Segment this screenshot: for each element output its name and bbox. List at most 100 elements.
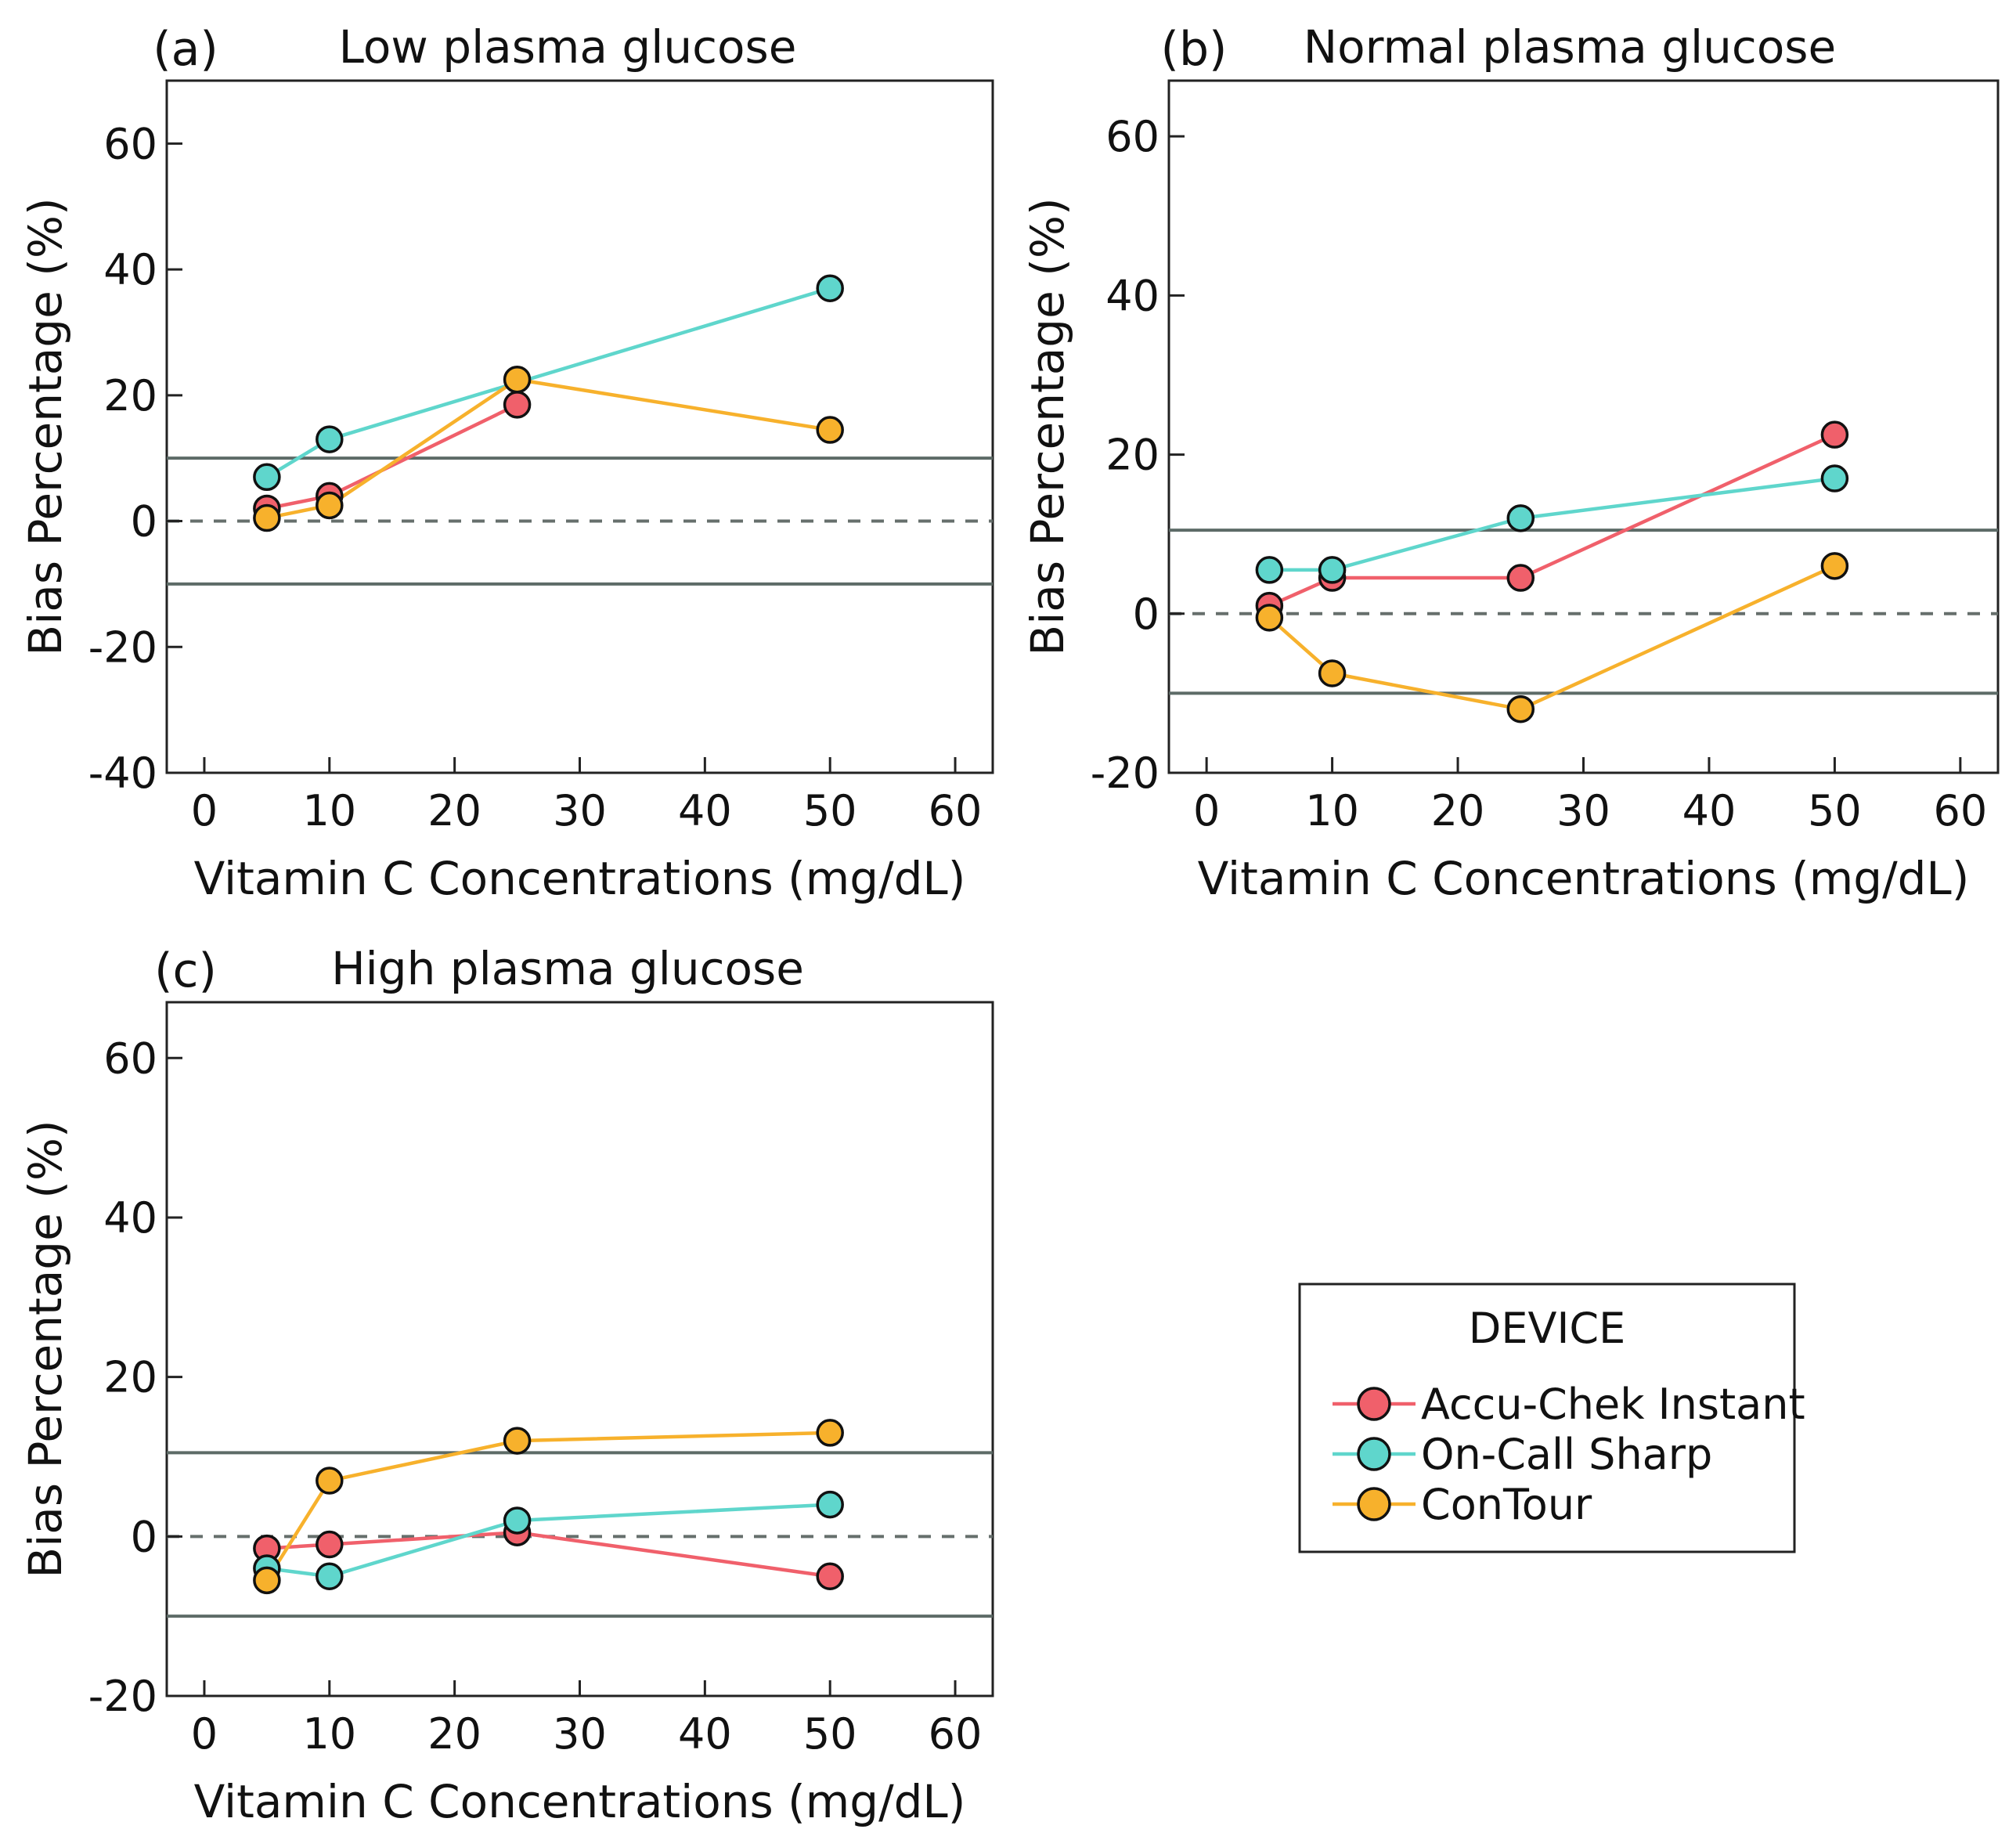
x-axis-label: Vitamin C Concentrations (mg/dL)	[194, 1775, 966, 1828]
panel-a: 0 10 20 30 40 50 60 -40 -20 0 20 40 60 Vitamin C Conc…	[19, 20, 994, 905]
y-axis-label: Bias Percentage (%)	[1021, 197, 1074, 655]
x-tick-label: 30	[553, 1709, 607, 1759]
data-point	[316, 425, 344, 453]
panel-letter: (a)	[153, 22, 218, 77]
x-tick-label: 40	[1682, 786, 1737, 835]
x-tick-label: 10	[302, 1709, 356, 1759]
data-point	[816, 416, 844, 444]
series-line	[266, 1503, 831, 1578]
plot-frame	[165, 79, 994, 774]
y-tick-label: 40	[103, 245, 157, 294]
x-tick-label: 50	[803, 786, 857, 835]
y-tick-label: 20	[103, 1353, 157, 1402]
data-point	[816, 1562, 844, 1590]
x-tick-label: 20	[427, 1709, 481, 1759]
data-point	[316, 1562, 344, 1590]
legend-label: On-Call Sharp	[1421, 1430, 1712, 1479]
legend-title: DEVICE	[1469, 1304, 1625, 1353]
x-tick-label: 60	[929, 786, 983, 835]
x-tick-label: 60	[929, 1709, 983, 1759]
plot-frame	[165, 1001, 994, 1697]
y-tick-label: -20	[88, 622, 157, 672]
legend-label: Accu-Chek Instant	[1421, 1380, 1805, 1429]
series-line	[266, 1530, 831, 1578]
y-tick-label: 60	[103, 1034, 157, 1083]
y-axis-label: Bias Percentage (%)	[19, 197, 72, 655]
series-line	[1268, 564, 1836, 711]
legend-marker	[1357, 1437, 1391, 1471]
legend-marker	[1357, 1487, 1391, 1521]
series-line	[1269, 476, 1835, 572]
data-point	[503, 365, 532, 394]
y-tick-label: 0	[131, 1512, 157, 1561]
data-point	[816, 1490, 844, 1519]
data-point	[1820, 420, 1849, 449]
panel-letter: (b)	[1161, 22, 1228, 77]
x-tick-label: 10	[1305, 786, 1359, 835]
panel-c: 0 10 20 30 40 50 60 -20 0 20 40 60 Vitamin C Concent…	[19, 942, 994, 1828]
x-axis-label: Vitamin C Concentrations (mg/dL)	[194, 852, 966, 905]
series-line	[265, 1431, 831, 1582]
data-point	[1318, 659, 1347, 687]
legend-label: ConTour	[1421, 1480, 1592, 1529]
plot-frame	[1167, 79, 2000, 774]
x-axis-label: Vitamin C Concentrations (mg/dL)	[1198, 852, 1970, 905]
data-point	[1255, 604, 1284, 632]
y-tick-label: 0	[131, 497, 157, 547]
series-line	[266, 377, 831, 520]
data-point	[253, 463, 281, 492]
x-tick-label: 0	[1193, 786, 1220, 835]
x-tick-label: 60	[1934, 786, 1988, 835]
data-point	[503, 1506, 532, 1535]
y-tick-label: -20	[88, 1672, 157, 1721]
series-line	[265, 287, 831, 479]
x-tick-label: 30	[1556, 786, 1610, 835]
y-axis-label: Bias Percentage (%)	[19, 1120, 72, 1578]
data-point	[1820, 464, 1849, 492]
y-tick-label: 20	[103, 371, 157, 420]
data-point	[316, 491, 344, 520]
x-tick-label: 30	[553, 786, 607, 835]
x-tick-label: 0	[191, 1709, 218, 1759]
x-tick-label: 50	[803, 1709, 857, 1759]
y-tick-label: 0	[1133, 590, 1159, 639]
panel-title: Low plasma glucose	[339, 20, 797, 74]
y-tick-label: 40	[1105, 271, 1159, 320]
y-tick-label: 40	[103, 1193, 157, 1243]
y-tick-label: 60	[1105, 112, 1159, 161]
data-point	[816, 1419, 844, 1447]
data-point	[1506, 564, 1535, 592]
data-point	[503, 391, 532, 419]
data-point	[1255, 556, 1284, 584]
x-tick-label: 40	[678, 786, 732, 835]
data-point	[316, 1467, 344, 1495]
panel-letter: (c)	[154, 943, 217, 998]
y-tick-label: 20	[1105, 431, 1159, 480]
x-tick-label: 0	[191, 786, 218, 835]
x-tick-label: 20	[427, 786, 481, 835]
data-point	[1506, 504, 1535, 532]
x-tick-label: 10	[302, 786, 356, 835]
data-point	[1318, 556, 1347, 584]
data-point	[253, 1566, 281, 1595]
x-tick-label: 50	[1808, 786, 1862, 835]
data-point	[816, 274, 844, 302]
panel-title: High plasma glucose	[331, 942, 804, 995]
data-point	[1820, 552, 1849, 580]
data-point	[253, 503, 281, 532]
data-point	[503, 1427, 532, 1455]
y-tick-label: -40	[88, 749, 157, 798]
data-point	[316, 1530, 344, 1559]
panel-b: 0 10 20 30 40 50 60 -20 0 20 40 60 Vitamin C Concent…	[1021, 20, 2000, 905]
panel-title: Normal plasma glucose	[1304, 20, 1836, 74]
y-tick-label: -20	[1091, 749, 1159, 798]
x-tick-label: 20	[1431, 786, 1485, 835]
legend-marker	[1357, 1387, 1391, 1421]
x-tick-label: 40	[678, 1709, 732, 1759]
series-line	[1268, 433, 1836, 608]
data-point	[1506, 695, 1535, 723]
y-tick-label: 60	[103, 119, 157, 168]
